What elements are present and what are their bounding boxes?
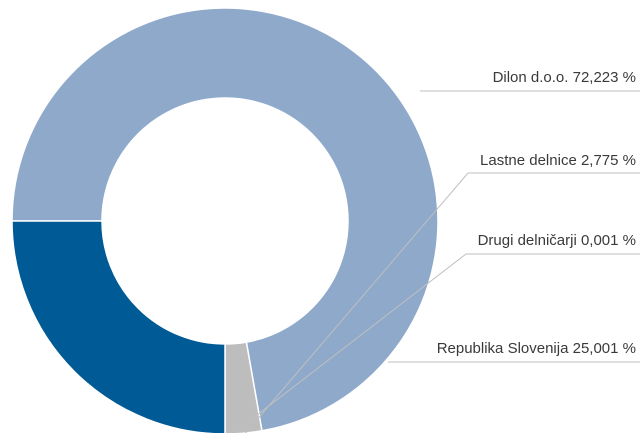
slice-dilon: [11, 7, 439, 432]
slice-republika-slovenija: [11, 220, 226, 433]
leader-lines: [232, 90, 640, 433]
leader-line-lastne-delnice: [244, 172, 640, 433]
donut-slices: [11, 7, 439, 433]
slice-label-republika-slovenija: Republika Slovenija 25,001 %: [437, 340, 636, 357]
leader-line-drugi-delnicarji: [232, 253, 640, 433]
slice-labels: Dilon d.o.o. 72,223 % Lastne delnice 2,7…: [437, 69, 636, 357]
slice-label-lastne-delnice: Lastne delnice 2,775 %: [480, 152, 636, 169]
slice-label-dilon: Dilon d.o.o. 72,223 %: [493, 69, 636, 86]
slice-label-drugi-delnicarji: Drugi delničarji 0,001 %: [478, 232, 636, 249]
